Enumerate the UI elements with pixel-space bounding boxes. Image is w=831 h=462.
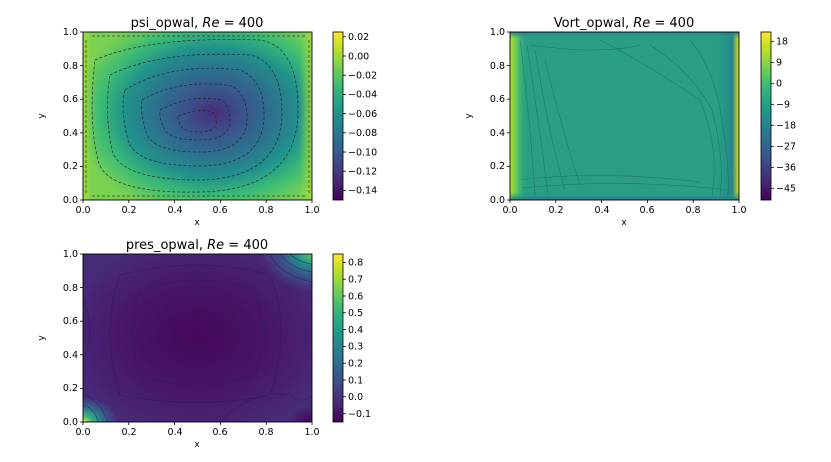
colorbar-tick-label: −27 (776, 142, 796, 153)
x-tick-label: 0.0 (75, 427, 90, 438)
colorbar-tick-label: −0.04 (348, 90, 377, 101)
colorbar-tick-label: −0.1 (348, 409, 371, 420)
y-tick-label: 0.6 (63, 94, 78, 105)
vort-panel: Vort_opwal, Re = 400 1.0 0.8 0.6 (464, 16, 796, 228)
vort-title: Vort_opwal, Re = 400 (554, 16, 694, 31)
psi-panel: psi_opwal, Re = 400 1.0 0.8 0.6 0. (37, 16, 377, 228)
psi-y-axis: 1.0 0.8 0.6 0.4 0.2 0.0 y (37, 27, 78, 206)
x-tick-label: 0.6 (212, 205, 227, 216)
x-tick-label: 0.8 (685, 205, 700, 216)
colorbar-tick-label: 9 (776, 58, 782, 69)
psi-heatmap (82, 31, 313, 201)
x-tick-label: 0.0 (75, 205, 90, 216)
y-tick-label: 0.8 (63, 283, 78, 294)
psi-colorbar: 0.02 0.00 −0.02 −0.04 −0.06 −0.08 −0.10 −0.12 −0… (332, 31, 377, 201)
pres-title: pres_opwal, Re = 400 (126, 238, 268, 253)
x-tick-label: 1.0 (304, 205, 319, 216)
colorbar-tick-label: 0.00 (348, 51, 369, 62)
psi-title: psi_opwal, Re = 400 (131, 16, 264, 31)
colorbar-tick-label: 0.5 (348, 308, 363, 319)
x-tick-label: 0.2 (548, 205, 563, 216)
y-tick-label: 0.0 (63, 195, 78, 206)
y-tick-label: 1.0 (490, 27, 505, 38)
colorbar-tick-label: 0.2 (348, 359, 363, 370)
y-tick-label: 0.6 (490, 94, 505, 105)
vort-x-axis: 0.0 0.2 0.4 0.6 0.8 1.0 x (502, 205, 746, 228)
y-tick-label: 1.0 (63, 27, 78, 38)
pres-x-axis: 0.0 0.2 0.4 0.6 0.8 1.0 x (75, 427, 319, 450)
colorbar-tick-label: 0 (776, 79, 782, 90)
pres-heatmap (82, 253, 313, 423)
colorbar-tick-label: −36 (776, 163, 796, 174)
y-tick-label: 0.8 (490, 61, 505, 72)
colorbar-tick-label: 0.02 (348, 32, 369, 43)
y-tick-label: 0.8 (63, 61, 78, 72)
x-tick-label: 0.4 (167, 427, 182, 438)
vort-ylabel: y (464, 113, 474, 119)
pres-y-axis: 1.0 0.8 0.6 0.4 0.2 0.0 y (37, 249, 78, 428)
colorbar-tick-label: −0.08 (348, 128, 377, 139)
x-tick-label: 0.8 (258, 427, 273, 438)
colorbar-tick-label: −0.12 (348, 167, 377, 178)
colorbar-tick-label: 18 (776, 37, 788, 48)
colorbar-tick-label: −45 (776, 184, 796, 195)
colorbar-tick-label: 0.8 (348, 258, 363, 269)
vort-y-axis: 1.0 0.8 0.6 0.4 0.2 0.0 y (464, 27, 505, 206)
pres-colorbar: 0.8 0.7 0.6 0.5 0.4 0.3 0.2 0.1 0.0 −0.1 (332, 253, 371, 423)
x-tick-label: 0.2 (121, 427, 136, 438)
y-tick-label: 0.0 (490, 195, 505, 206)
x-tick-label: 1.0 (304, 427, 319, 438)
pres-ylabel: y (37, 335, 47, 341)
colorbar-tick-label: 0.7 (348, 275, 363, 286)
psi-x-axis: 0.0 0.2 0.4 0.6 0.8 1.0 x (75, 205, 319, 228)
vort-xlabel: x (621, 218, 627, 228)
vort-colorbar: 18 9 0 −9 −18 −27 −36 −45 (760, 31, 796, 201)
colorbar-tick-label: −9 (776, 100, 790, 111)
x-tick-label: 0.4 (594, 205, 609, 216)
colorbar-tick-label: −18 (776, 121, 796, 132)
colorbar-tick-label: 0.0 (348, 392, 363, 403)
y-tick-label: 1.0 (63, 249, 78, 260)
y-tick-label: 0.6 (63, 316, 78, 327)
colorbar-tick-label: 0.3 (348, 342, 363, 353)
colorbar-tick-label: −0.02 (348, 71, 377, 82)
y-tick-label: 0.4 (490, 128, 505, 139)
y-tick-label: 0.2 (490, 161, 505, 172)
x-tick-label: 0.0 (502, 205, 517, 216)
x-tick-label: 0.2 (121, 205, 136, 216)
y-tick-label: 0.2 (63, 161, 78, 172)
axis-tick-marks (80, 31, 740, 425)
psi-xlabel: x (194, 218, 200, 228)
x-tick-label: 0.4 (167, 205, 182, 216)
psi-ylabel: y (37, 113, 47, 119)
pres-xlabel: x (194, 440, 200, 450)
colorbar-tick-label: 0.4 (348, 325, 363, 336)
y-tick-label: 0.4 (63, 350, 78, 361)
vort-heatmap (509, 31, 740, 201)
x-tick-label: 1.0 (731, 205, 746, 216)
x-tick-label: 0.6 (212, 427, 227, 438)
colorbar-tick-label: 0.1 (348, 375, 363, 386)
x-tick-label: 0.8 (258, 205, 273, 216)
x-tick-label: 0.6 (639, 205, 654, 216)
colorbar-tick-label: −0.06 (348, 109, 377, 120)
y-tick-label: 0.2 (63, 383, 78, 394)
y-tick-label: 0.4 (63, 128, 78, 139)
pres-panel: pres_opwal, Re = 400 1.0 (37, 238, 371, 450)
colorbar-tick-label: −0.10 (348, 147, 377, 158)
colorbar-tick-label: 0.6 (348, 291, 363, 302)
colorbar-tick-label: −0.14 (348, 186, 377, 197)
y-tick-label: 0.0 (63, 417, 78, 428)
